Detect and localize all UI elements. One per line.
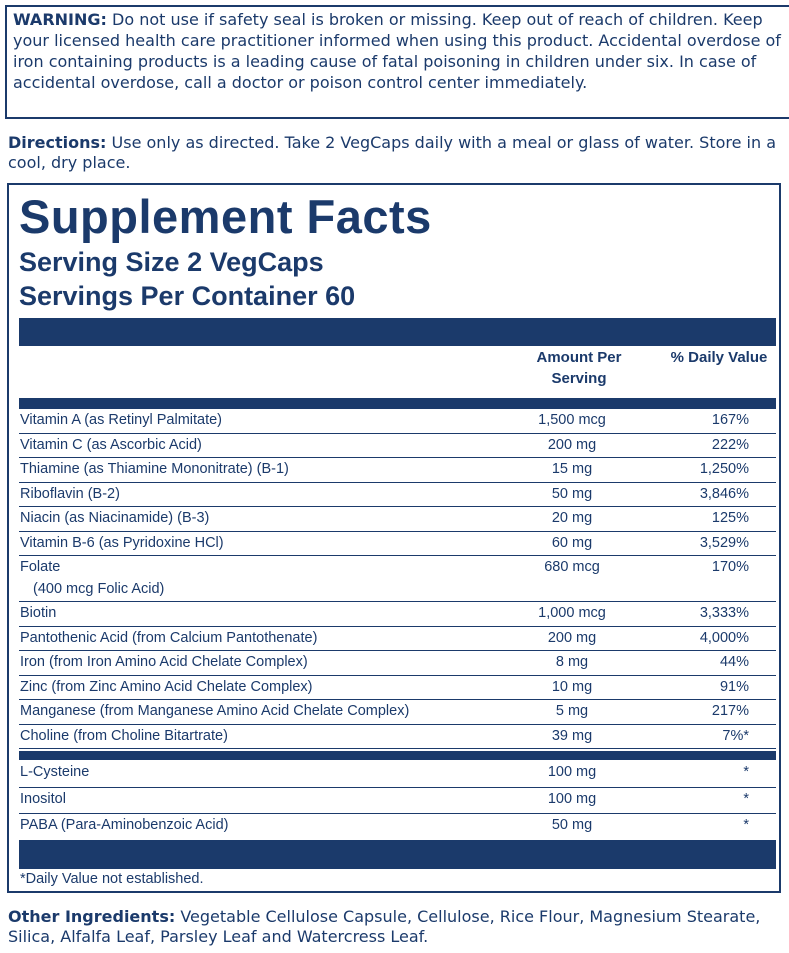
nutrient-row: Manganese (from Manganese Amino Acid Che…: [19, 700, 776, 725]
amount: 200 mg: [547, 436, 597, 453]
other-text: Vegetable Cellulose Capsule, Cellulose, …: [8, 907, 761, 946]
amount: 680 mcg: [544, 559, 600, 575]
amount: 60 mg: [551, 534, 593, 551]
daily-value: 3,529%: [699, 534, 749, 551]
daily-value: 91%: [719, 678, 749, 695]
nutrient-name: Folate: [20, 559, 61, 575]
nutrient-name: Pantothenic Acid (from Calcium Pantothen…: [20, 629, 318, 646]
daily-value: 1,250%: [699, 461, 749, 477]
daily-value: *: [743, 764, 749, 780]
daily-value: 125%: [711, 510, 749, 526]
nutrient-row: Vitamin C (as Ascorbic Acid) 200 mg 222%: [19, 434, 776, 458]
other-ingredients: Other Ingredients: Vegetable Cellulose C…: [8, 907, 783, 947]
other-label: Other Ingredients:: [8, 907, 176, 926]
daily-value: 222%: [711, 436, 749, 453]
nutrient-name: Manganese (from Manganese Amino Acid Che…: [20, 703, 410, 719]
amount: 8 mg: [555, 654, 589, 670]
nutrient-name: Iron (from Iron Amino Acid Chelate Compl…: [20, 654, 308, 670]
nutrient-name: Riboflavin (B-2): [20, 485, 120, 502]
nutrient-name: Choline (from Choline Bitartrate): [20, 727, 228, 744]
amount: 200 mg: [547, 629, 597, 646]
amount: 20 mg: [551, 510, 593, 526]
nutrient-name: PABA (Para-Aminobenzoic Acid): [20, 817, 229, 833]
amount: 15 mg: [551, 461, 593, 477]
directions-text: Use only as directed. Take 2 VegCaps dai…: [8, 133, 777, 172]
nutrient-name: L-Cysteine: [20, 764, 90, 780]
facts-panel: Supplement Facts Serving Size 2 VegCaps …: [7, 183, 781, 893]
amount: 100 mg: [547, 790, 597, 807]
nutrient-row: Iron (from Iron Amino Acid Chelate Compl…: [19, 651, 776, 676]
amount: 50 mg: [551, 817, 593, 833]
daily-value: 217%: [711, 703, 749, 719]
facts-title: Supplement Facts: [19, 190, 432, 243]
daily-value: 44%: [719, 654, 749, 670]
nutrient-row: Folate (400 mcg Folic Acid) 680 mcg 170%: [19, 556, 776, 602]
directions: Directions: Use only as directed. Take 2…: [8, 133, 778, 173]
amount: 39 mg: [551, 727, 593, 744]
daily-value: 3,333%: [699, 605, 749, 621]
warning-text: Do not use if safety seal is broken or m…: [13, 10, 781, 92]
warning-box: WARNING: Do not use if safety seal is br…: [5, 5, 789, 119]
nutrient-name: Vitamin A (as Retinyl Palmitate): [20, 412, 223, 428]
directions-label: Directions:: [8, 133, 107, 152]
nutrient-row: PABA (Para-Aminobenzoic Acid) 50 mg *: [19, 814, 776, 841]
amount: 100 mg: [547, 764, 597, 780]
amount: 1,000 mcg: [538, 605, 606, 621]
daily-value: 3,846%: [699, 485, 749, 502]
nutrient-name: Vitamin B-6 (as Pyridoxine HCl): [20, 534, 224, 551]
amount-header: Amount Per Serving: [536, 349, 622, 387]
footnote: *Daily Value not established.: [20, 871, 204, 887]
nutrient-row: Inositol 100 mg *: [19, 788, 776, 814]
nutrient-row: Zinc (from Zinc Amino Acid Chelate Compl…: [19, 676, 776, 700]
amount: 5 mg: [555, 703, 589, 719]
nutrient-row: Riboflavin (B-2) 50 mg 3,846%: [19, 483, 776, 507]
other-rows: L-Cysteine 100 mg * Inositol 100 mg * PABA (Pa…: [19, 761, 776, 841]
nutrient-name: Inositol: [20, 790, 66, 807]
divider-bar: [19, 398, 776, 409]
divider-bar: [19, 318, 776, 346]
nutrient-name: Niacin (as Niacinamide) (B-3): [20, 510, 210, 526]
divider-bar: [19, 841, 776, 869]
nutrient-row: Choline (from Choline Bitartrate) 39 mg 7%…: [19, 725, 776, 749]
daily-value: *: [743, 817, 749, 833]
divider-bar: [19, 751, 776, 760]
daily-value: 170%: [711, 559, 749, 575]
nutrient-name: Vitamin C (as Ascorbic Acid): [20, 436, 202, 453]
warning-label: WARNING:: [13, 10, 107, 29]
nutrient-row: Vitamin B-6 (as Pyridoxine HCl) 60 mg 3,52…: [19, 532, 776, 556]
daily-value: *: [743, 790, 749, 807]
daily-value: 4,000%: [699, 629, 749, 646]
amount: 10 mg: [551, 678, 593, 695]
daily-value: 7%*: [722, 727, 749, 744]
serving-size: Serving Size 2 VegCaps: [19, 247, 324, 277]
nutrient-row: Biotin 1,000 mcg 3,333%: [19, 602, 776, 627]
nutrient-detail: (400 mcg Folic Acid): [33, 581, 165, 597]
nutrient-row: Thiamine (as Thiamine Mononitrate) (B-1)…: [19, 458, 776, 483]
nutrient-name: Zinc (from Zinc Amino Acid Chelate Compl…: [20, 678, 313, 695]
nutrient-row: Niacin (as Niacinamide) (B-3) 20 mg 125%: [19, 507, 776, 532]
nutrient-row: Pantothenic Acid (from Calcium Pantothen…: [19, 627, 776, 651]
amount: 1,500 mcg: [538, 412, 606, 428]
nutrient-name: Biotin: [20, 605, 57, 621]
servings-per-container: Servings Per Container 60: [19, 281, 356, 311]
nutrient-name: Thiamine (as Thiamine Mononitrate) (B-1): [20, 461, 289, 477]
dv-header: % Daily Value: [670, 349, 768, 366]
nutrient-row: L-Cysteine 100 mg *: [19, 761, 776, 788]
amount: 50 mg: [551, 485, 593, 502]
nutrient-rows: Vitamin A (as Retinyl Palmitate) 1,500 mc…: [19, 409, 776, 749]
daily-value: 167%: [711, 412, 749, 428]
nutrient-row: Vitamin A (as Retinyl Palmitate) 1,500 mc…: [19, 409, 776, 434]
